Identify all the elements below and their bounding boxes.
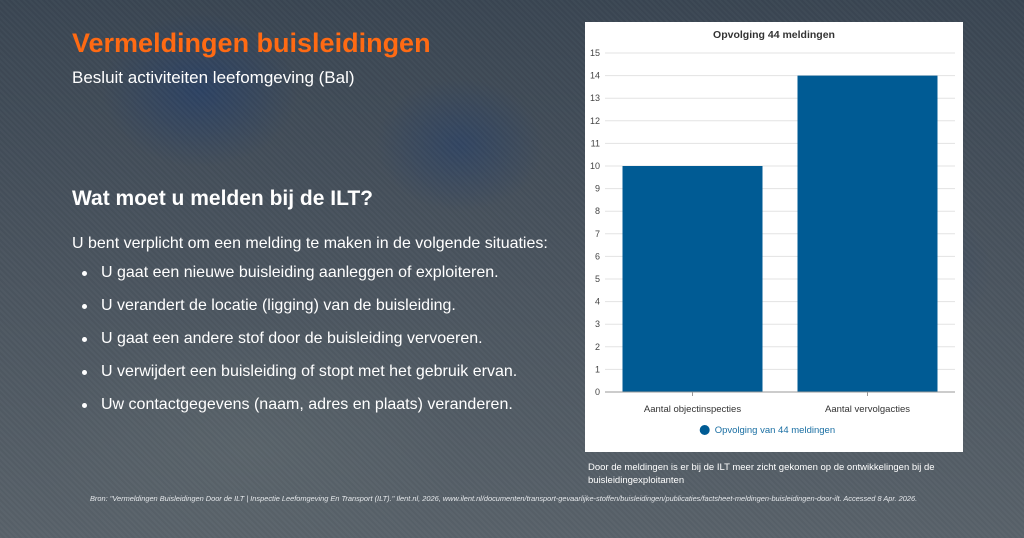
y-tick-label: 6 xyxy=(595,251,600,261)
y-tick-label: 1 xyxy=(595,364,600,374)
bar-2 xyxy=(797,75,938,392)
y-tick-label: 11 xyxy=(591,138,600,148)
list-item: U gaat een andere stof door de buisleidi… xyxy=(72,328,572,361)
y-tick-label: 10 xyxy=(590,161,600,171)
chart-caption: Door de meldingen is er bij de ILT meer … xyxy=(588,462,935,486)
source-citation: Bron: "Vermeldingen Buisleidingen Door d… xyxy=(90,494,918,503)
list-item: U gaat een nieuwe buisleiding aanleggen … xyxy=(72,262,572,295)
y-tick-label: 2 xyxy=(595,342,600,352)
y-tick-label: 7 xyxy=(595,229,600,239)
legend-swatch xyxy=(699,425,710,435)
page-subtitle: Besluit activiteiten leefomgeving (Bal) xyxy=(72,68,355,87)
list-item: U verwijdert een buisleiding of stopt me… xyxy=(72,361,572,394)
y-tick-label: 8 xyxy=(595,206,600,216)
legend-label: Opvolging van 44 meldingen xyxy=(715,425,835,436)
intro-text: U bent verplicht om een melding te maken… xyxy=(72,235,548,252)
y-tick-label: 3 xyxy=(595,319,600,329)
y-tick-label: 15 xyxy=(590,48,600,58)
situation-list: U gaat een nieuwe buisleiding aanleggen … xyxy=(72,262,572,427)
x-tick-label: Aantal vervolgacties xyxy=(825,404,910,415)
list-item: Uw contactgegevens (naam, adres en plaat… xyxy=(72,394,572,427)
list-item: U verandert de locatie (ligging) van de … xyxy=(72,295,572,328)
y-tick-label: 14 xyxy=(590,71,600,81)
bar-chart: Opvolging 44 meldingen 01234567891011121… xyxy=(590,29,955,436)
bar-1 xyxy=(622,166,763,392)
y-tick-label: 9 xyxy=(595,184,600,194)
x-tick-label: Aantal objectinspecties xyxy=(644,404,741,415)
page-title: Vermeldingen buisleidingen xyxy=(72,28,431,58)
chart-panel: Opvolging 44 meldingen 0 1 2 3 4 5 6 7 8 9 10 11 12 1… xyxy=(585,22,963,452)
chart-title: Opvolging 44 meldingen xyxy=(713,29,835,41)
y-tick-label: 0 xyxy=(595,387,600,397)
y-tick-label: 13 xyxy=(590,93,600,103)
y-tick-label: 12 xyxy=(590,116,600,126)
y-tick-label: 5 xyxy=(595,274,600,284)
section-heading: Wat moet u melden bij de ILT? xyxy=(72,187,374,210)
y-tick-label: 4 xyxy=(595,297,600,307)
